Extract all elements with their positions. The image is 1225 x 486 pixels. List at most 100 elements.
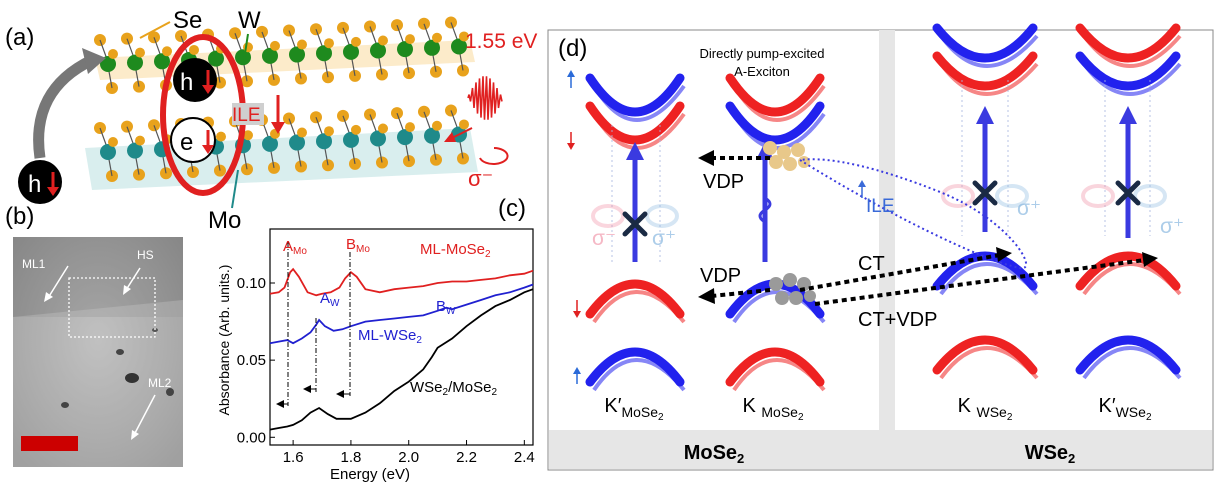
w-label: W — [238, 7, 261, 34]
sigma-plus-wse2-kp: σ⁺ — [1160, 215, 1184, 238]
valence-band — [585, 347, 685, 387]
conduction-band — [932, 51, 1038, 91]
material-left: MoSe2 — [684, 442, 745, 466]
valence-band — [932, 251, 1038, 291]
metal-atom — [127, 54, 143, 71]
metal-atom — [370, 130, 386, 147]
legend-hs: WSe2/MoSe2 — [410, 379, 497, 398]
wse2-layer — [94, 16, 475, 94]
peak-b-w: BW — [436, 298, 456, 317]
band-diagram — [585, 23, 1182, 392]
ct-label: CT — [858, 253, 885, 275]
ml1-label: ML1 — [22, 257, 46, 271]
sigma-plus-left: σ⁺ — [652, 227, 676, 250]
metal-atom — [289, 134, 305, 151]
valence-band — [932, 335, 1038, 375]
transfer-arrows — [711, 156, 1146, 306]
ile-label-d: ILE — [866, 196, 895, 217]
conduction-band — [1075, 51, 1181, 91]
svg-text:h: h — [28, 171, 41, 198]
legend-wse2: ML-WSe2 — [358, 327, 422, 346]
bound-electron — [170, 117, 216, 163]
metal-atom — [316, 45, 332, 62]
panel-letter-b: (b) — [5, 203, 34, 230]
valley-label: K′WSe2 — [1099, 395, 1152, 423]
x-tick-label: 2.0 — [398, 449, 419, 466]
panel-d: Directly pump-excited A-Exciton σ⁻ σ⁺ σ⁺… — [547, 23, 1214, 471]
ml2-label: ML2 — [148, 376, 172, 390]
conduction-band — [932, 23, 1038, 63]
conduction-band — [585, 101, 685, 145]
conduction-band — [725, 101, 825, 145]
metal-atom — [100, 144, 116, 160]
y-tick-label: 0.05 — [237, 352, 266, 369]
y-tick-label: 0.00 — [237, 429, 266, 446]
vdp-lower-label: VDP — [700, 265, 741, 287]
conduction-band — [1075, 23, 1181, 63]
metal-atom — [343, 43, 359, 60]
ct-vdp-label: CT+VDP — [858, 309, 937, 331]
valley-label: K′MoSe2 — [604, 395, 664, 423]
metal-atom — [397, 129, 413, 146]
forbidden-cross-icons — [622, 180, 1141, 237]
x-tick-label: 2.4 — [514, 449, 535, 466]
annotation-exciton: A-Exciton — [734, 64, 790, 79]
material-right: WSe2 — [1025, 442, 1076, 466]
vdp-upper-label: VDP — [703, 171, 744, 193]
conduction-band — [725, 73, 825, 117]
metal-atom — [208, 50, 224, 67]
chart-frame — [269, 228, 534, 446]
electron-cloud — [763, 141, 810, 171]
material-bar — [549, 430, 1212, 469]
polarization-motifs — [591, 184, 1167, 228]
metal-atom — [370, 42, 386, 59]
metal-atom — [424, 39, 440, 56]
annotation-pump: Directly pump-excited — [700, 46, 825, 61]
valence-band — [1075, 251, 1181, 291]
metal-atom — [262, 47, 278, 64]
sigma-minus-left: σ⁻ — [592, 227, 616, 250]
series-line-WSe2/MoSe2 — [269, 288, 534, 431]
metal-atom — [451, 38, 467, 55]
metal-atom — [397, 41, 413, 58]
hole-cloud — [769, 273, 816, 305]
valley-label: K MoSe2 — [742, 395, 803, 423]
circular-polarization-icon — [479, 147, 509, 165]
se-label: Se — [173, 7, 202, 34]
metal-atom — [100, 56, 116, 72]
svg-text:h: h — [180, 69, 193, 96]
panel-letter-a: (a) — [5, 24, 34, 51]
valence-band — [1075, 335, 1181, 375]
valence-band — [725, 347, 825, 387]
scale-bar — [21, 436, 78, 451]
series-line-ML-MoSe2 — [269, 267, 534, 297]
panel-letter-c: (c) — [498, 195, 526, 222]
mo-label: Mo — [208, 207, 241, 234]
peak-a-mo: AMo — [283, 238, 307, 257]
y-axis-label: Absorbance (Arb. units.) — [216, 265, 232, 416]
microscope-image — [13, 237, 183, 467]
hs-region-box — [68, 277, 156, 338]
photon-energy: 1.55 eV — [465, 30, 537, 53]
valence-band — [585, 279, 685, 319]
mose2-layer — [85, 104, 478, 190]
conduction-band — [585, 73, 685, 117]
transfer-arrow — [33, 55, 95, 159]
x-axis-label: Energy (eV) — [330, 466, 410, 483]
absorbance-chart: 1.6 1.8 2.0 2.2 2.4 0.00 0.05 0.10 AMo BMo AW B… — [216, 228, 535, 483]
metal-atom — [262, 135, 278, 152]
peak-b-mo: BMo — [346, 236, 370, 255]
sigma-plus-wse2-k: σ⁺ — [1017, 197, 1041, 220]
metal-atom — [127, 142, 143, 159]
panel-b: ML1 HS ML2 — [13, 237, 183, 467]
valley-labels: K′MoSe2 K MoSe2 K WSe2 K′WSe2 — [604, 395, 1152, 423]
metal-atom — [289, 46, 305, 63]
photon-wave — [467, 76, 503, 120]
peak-a-w: AW — [320, 290, 340, 309]
panel-letter-d: (d) — [558, 35, 587, 62]
x-tick-label: 1.8 — [340, 449, 361, 466]
x-tick-label: 2.2 — [456, 449, 477, 466]
panel-a: Se W Mo h h e ILE 1.55 eV σ⁻ — [18, 7, 537, 234]
metal-atom — [424, 127, 440, 144]
